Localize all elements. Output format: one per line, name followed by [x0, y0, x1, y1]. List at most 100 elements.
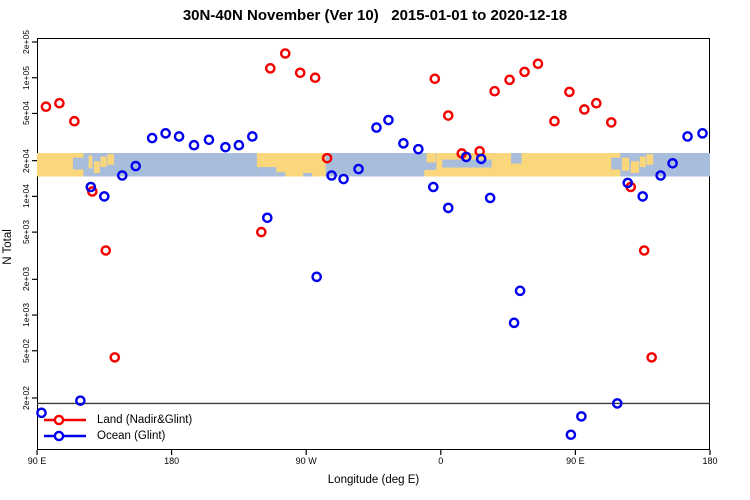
land-point — [294, 67, 306, 79]
x-tick-label: 180 — [164, 456, 180, 466]
land-point — [519, 66, 530, 78]
ocean-point — [99, 191, 110, 202]
land-point — [638, 245, 650, 256]
land-point — [69, 115, 80, 127]
map-band-land-patch — [424, 169, 443, 177]
map-band-land-patch — [621, 157, 630, 171]
legend-ocean-marker-icon — [44, 430, 86, 442]
ocean-point — [233, 139, 245, 151]
plot-border — [37, 38, 710, 450]
y-tick-label: 2e+04 — [21, 148, 31, 173]
ocean-point — [611, 398, 623, 409]
map-band-ocean-patch — [72, 157, 84, 170]
map-band-land-patch — [93, 161, 100, 173]
map-band-land-patch — [107, 154, 115, 165]
map-band-land-patch — [630, 161, 639, 173]
ocean-point — [508, 317, 520, 329]
y-axis-title: N Total — [2, 229, 14, 265]
map-band-land-patch — [494, 153, 621, 177]
map-band-land-patch — [100, 156, 107, 168]
land-point — [321, 152, 333, 164]
ocean-point — [203, 134, 215, 146]
ocean-point — [383, 114, 394, 126]
y-tick-label: 1e+05 — [21, 65, 31, 90]
legend-land-marker-icon — [44, 414, 86, 426]
legend: Land (Nadir&Glint) Ocean (Glint) — [42, 412, 192, 444]
ocean-point — [428, 181, 439, 193]
x-tick-label: 90 E — [566, 456, 585, 466]
x-tick-label: 180 — [702, 456, 718, 466]
ocean-point — [637, 191, 649, 202]
ocean-point — [353, 163, 364, 175]
ocean-point — [75, 395, 86, 406]
ocean-point — [413, 143, 424, 155]
land-point — [109, 352, 121, 363]
legend-item-ocean: Ocean (Glint) — [42, 428, 192, 444]
land-point — [504, 74, 515, 86]
map-band-ocean-patch — [611, 157, 622, 170]
map-band-land-patch — [646, 154, 654, 165]
y-tick-label: 2e+03 — [21, 267, 31, 292]
ocean-point — [667, 158, 678, 169]
map-band-ocean-patch — [256, 167, 277, 177]
y-tick-label: 5e+03 — [21, 220, 31, 245]
x-axis-title: Longitude (deg E) — [327, 474, 420, 486]
map-band-land-patch — [37, 153, 84, 177]
map-band-land-patch — [639, 156, 646, 168]
ocean-point — [371, 122, 382, 133]
ocean-point — [514, 285, 526, 297]
land-point — [532, 58, 544, 70]
ocean-point — [311, 271, 322, 283]
ocean-point — [475, 153, 487, 165]
legend-ocean-label: Ocean (Glint) — [97, 430, 166, 442]
land-point — [100, 245, 112, 256]
land-point — [54, 97, 65, 109]
ocean-point — [622, 177, 634, 189]
land-point — [265, 63, 276, 74]
ocean-point — [398, 138, 409, 149]
land-point — [579, 104, 590, 115]
land-point — [309, 72, 321, 84]
ocean-point — [146, 132, 158, 144]
map-band-ocean-patch — [276, 172, 286, 177]
ocean-point — [338, 173, 349, 185]
ocean-point — [160, 128, 171, 139]
ocean-point — [130, 160, 142, 172]
land-point — [591, 97, 602, 109]
ocean-point — [85, 181, 97, 193]
land-point — [442, 110, 454, 121]
ocean-point — [247, 131, 258, 142]
ocean-point — [442, 202, 454, 214]
land-point — [429, 73, 441, 85]
map-band-land-patch — [426, 153, 436, 163]
ocean-point — [220, 141, 231, 153]
legend-land-label: Land (Nadir&Glint) — [97, 414, 193, 426]
ocean-point — [188, 139, 200, 151]
ocean-point — [655, 170, 666, 181]
ocean-point — [484, 192, 496, 204]
ocean-point — [460, 151, 472, 163]
land-point — [549, 115, 560, 127]
land-point — [40, 101, 52, 112]
ocean-point — [565, 429, 577, 441]
y-tick-label: 5e+04 — [21, 101, 31, 126]
y-tick-label: 5e+02 — [21, 338, 31, 363]
y-tick-label: 1e+03 — [21, 303, 31, 327]
ocean-point — [36, 407, 47, 419]
ocean-point — [173, 131, 185, 142]
map-band-ocean-patch — [442, 159, 492, 168]
ocean-point — [576, 411, 587, 422]
ocean-point — [116, 170, 128, 181]
land-point — [256, 226, 267, 238]
x-tick-label: 90 E — [27, 456, 47, 466]
map-band-land-patch — [88, 155, 93, 169]
x-tick-label: 90 W — [295, 456, 317, 466]
chart-title: 30N-40N November (Ver 10) 2015-01-01 to … — [182, 7, 568, 24]
legend-item-land: Land (Nadir&Glint) — [42, 412, 192, 428]
land-point — [646, 352, 657, 363]
land-point — [489, 85, 500, 97]
ocean-point — [262, 212, 273, 224]
map-band-ocean-patch — [511, 153, 522, 164]
land-point — [564, 86, 575, 98]
